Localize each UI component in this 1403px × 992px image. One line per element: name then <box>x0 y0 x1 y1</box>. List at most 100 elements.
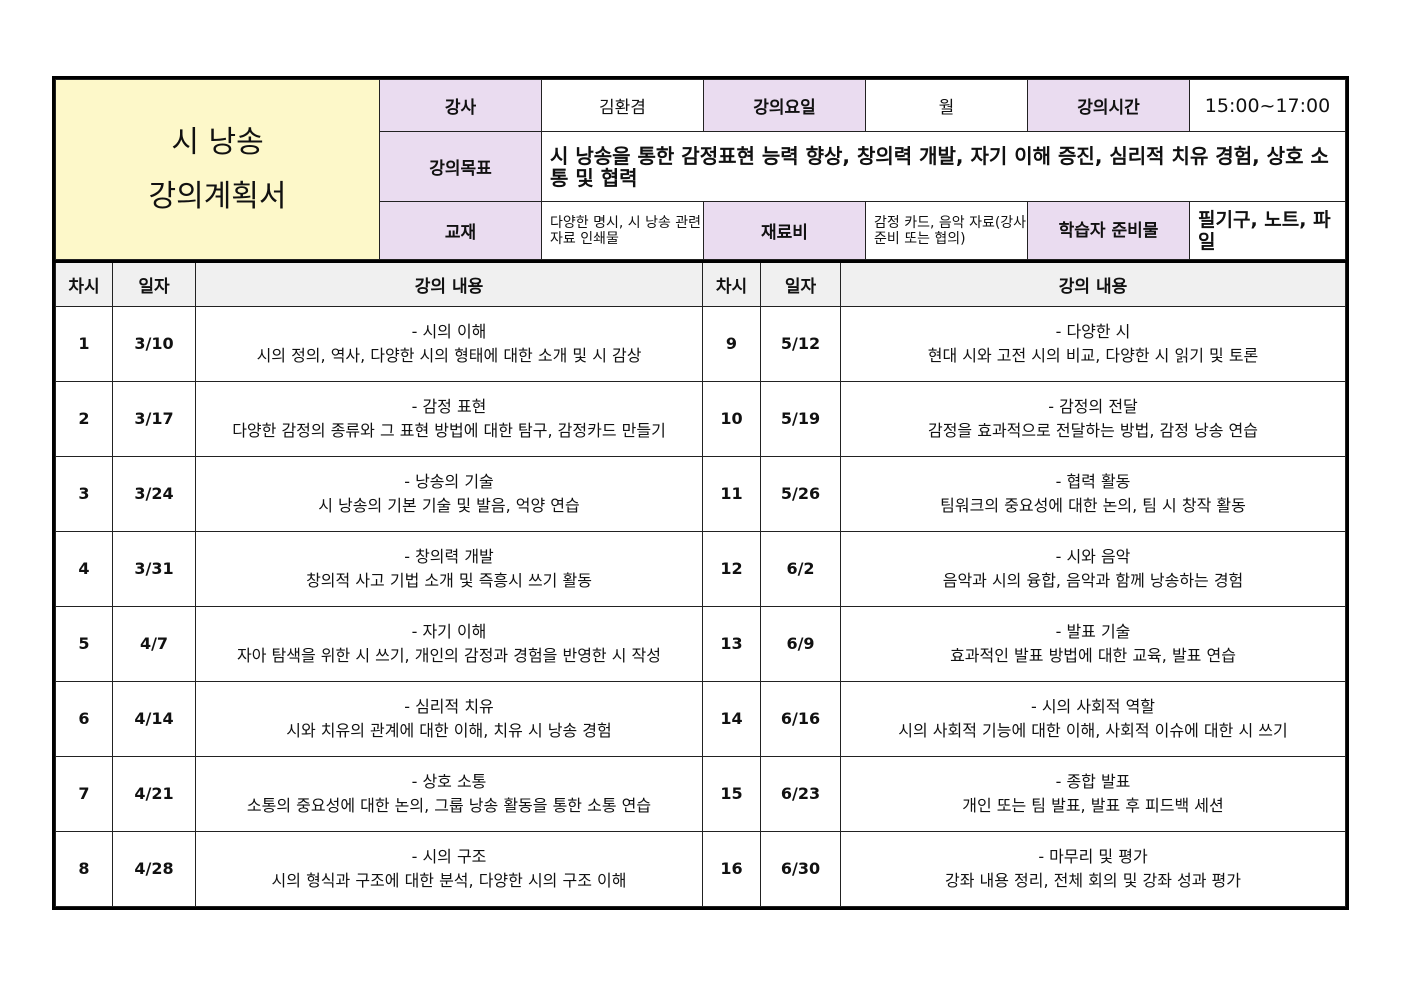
col-date: 일자 <box>112 261 196 307</box>
session-topic: - 낭송의 기술 <box>404 472 494 491</box>
session-date: 4/14 <box>112 681 196 757</box>
session-number: 16 <box>702 831 761 907</box>
session-number: 4 <box>55 531 113 607</box>
session-topic: - 시의 구조 <box>411 847 487 866</box>
session-date: 3/31 <box>112 531 196 607</box>
material-value: 감정 카드, 음악 자료(강사 준비 또는 협의) <box>865 201 1028 260</box>
table-row: 7 4/21- 상호 소통 소통의 중요성에 대한 논의, 그룹 낭송 활동을 통한… <box>55 756 1346 832</box>
table-row: 6 4/14- 심리적 치유 시와 치유의 관계에 대한 이해, 치유 시 낭송 경… <box>55 681 1346 757</box>
session-date: 3/10 <box>112 306 196 382</box>
time-label: 강의시간 <box>1027 79 1190 132</box>
session-date: 3/17 <box>112 381 196 457</box>
table-row: 2 3/17- 감정 표현 다양한 감정의 종류와 그 표현 방법에 대한 탐구, … <box>55 381 1346 457</box>
session-description: 소통의 중요성에 대한 논의, 그룹 낭송 활동을 통한 소통 연습 <box>246 796 652 815</box>
session-topic: - 감정의 전달 <box>1048 397 1138 416</box>
session-number: 6 <box>55 681 113 757</box>
col-session: 차시 <box>55 261 113 307</box>
session-topic: - 창의력 개발 <box>404 547 494 566</box>
session-description: 팀워크의 중요성에 대한 논의, 팀 시 창작 활동 <box>940 496 1246 515</box>
session-number: 13 <box>702 606 761 682</box>
session-date: 4/28 <box>112 831 196 907</box>
session-description: 시와 치유의 관계에 대한 이해, 치유 시 낭송 경험 <box>286 721 612 740</box>
table-row: 1 3/10- 시의 이해 시의 정의, 역사, 다양한 시의 형태에 대한 소개 … <box>55 306 1346 382</box>
table-row: 8 4/28- 시의 구조 시의 형식과 구조에 대한 분석, 다양한 시의 구조 … <box>55 831 1346 907</box>
info-table: 시 낭송 강의계획서 강사 김환겸 강의요일 월 강의시간 15:00~17:00… <box>55 79 1346 260</box>
session-description: 시의 사회적 기능에 대한 이해, 사회적 이슈에 대한 시 쓰기 <box>898 721 1288 740</box>
table-row: 5 4/7- 자기 이해 자아 탐색을 위한 시 쓰기, 개인의 감정과 경험을 반… <box>55 606 1346 682</box>
session-description: 다양한 감정의 종류와 그 표현 방법에 대한 탐구, 감정카드 만들기 <box>232 421 666 440</box>
session-topic: - 시의 이해 <box>411 322 487 341</box>
session-topic: - 감정 표현 <box>411 397 487 416</box>
session-topic: - 심리적 치유 <box>404 697 494 716</box>
session-number: 3 <box>55 456 113 532</box>
session-topic: - 상호 소통 <box>411 772 487 791</box>
session-number: 8 <box>55 831 113 907</box>
session-number: 7 <box>55 756 113 832</box>
session-content: - 낭송의 기술 시 낭송의 기본 기술 및 발음, 억양 연습 <box>195 456 703 532</box>
session-date: 4/21 <box>112 756 196 832</box>
session-date: 6/9 <box>760 606 841 682</box>
table-row: 4 3/31- 창의력 개발 창의적 사고 기법 소개 및 즉흥시 쓰기 활동 12 6… <box>55 531 1346 607</box>
session-number: 14 <box>702 681 761 757</box>
schedule-table: 차시 일자 강의 내용 차시 일자 강의 내용 1 3/10- 시의 이해 시의 정… <box>55 260 1346 907</box>
session-number: 5 <box>55 606 113 682</box>
session-description: 자아 탐색을 위한 시 쓰기, 개인의 감정과 경험을 반영한 시 작성 <box>237 646 661 665</box>
goal-value: 시 낭송을 통한 감정표현 능력 향상, 창의력 개발, 자기 이해 증진, 심… <box>541 131 1346 202</box>
session-description: 개인 또는 팀 발표, 발표 후 피드백 세션 <box>962 796 1224 815</box>
col-content: 강의 내용 <box>840 261 1346 307</box>
prep-value: 필기구, 노트, 파일 <box>1189 201 1346 260</box>
session-description: 창의적 사고 기법 소개 및 즉흥시 쓰기 활동 <box>306 571 592 590</box>
session-number: 11 <box>702 456 761 532</box>
session-topic: - 자기 이해 <box>411 622 487 641</box>
session-topic: - 다양한 시 <box>1055 322 1131 341</box>
session-topic: - 발표 기술 <box>1055 622 1131 641</box>
time-value: 15:00~17:00 <box>1189 79 1346 132</box>
session-number: 2 <box>55 381 113 457</box>
session-date: 5/26 <box>760 456 841 532</box>
day-label: 강의요일 <box>703 79 866 132</box>
session-topic: - 시의 사회적 역할 <box>1030 697 1156 716</box>
day-value: 월 <box>865 79 1028 132</box>
session-content: - 시와 음악 음악과 시의 융합, 음악과 함께 낭송하는 경험 <box>840 531 1346 607</box>
session-description: 감정을 효과적으로 전달하는 방법, 감정 낭송 연습 <box>927 421 1258 440</box>
instructor-label: 강사 <box>379 79 542 132</box>
session-number: 15 <box>702 756 761 832</box>
session-date: 6/30 <box>760 831 841 907</box>
session-number: 10 <box>702 381 761 457</box>
session-date: 6/2 <box>760 531 841 607</box>
col-date: 일자 <box>760 261 841 307</box>
table-row: 3 3/24- 낭송의 기술 시 낭송의 기본 기술 및 발음, 억양 연습 11 5/… <box>55 456 1346 532</box>
goal-label: 강의목표 <box>379 131 542 202</box>
session-description: 시의 정의, 역사, 다양한 시의 형태에 대한 소개 및 시 감상 <box>256 346 642 365</box>
session-number: 12 <box>702 531 761 607</box>
session-number: 9 <box>702 306 761 382</box>
session-date: 3/24 <box>112 456 196 532</box>
session-content: - 마무리 및 평가 강좌 내용 정리, 전체 회의 및 강좌 성과 평가 <box>840 831 1346 907</box>
session-topic: - 협력 활동 <box>1055 472 1131 491</box>
session-number: 1 <box>55 306 113 382</box>
session-topic: - 종합 발표 <box>1055 772 1131 791</box>
session-description: 효과적인 발표 방법에 대한 교육, 발표 연습 <box>950 646 1236 665</box>
col-content: 강의 내용 <box>195 261 703 307</box>
session-date: 5/12 <box>760 306 841 382</box>
session-topic: - 시와 음악 <box>1055 547 1131 566</box>
document-title: 시 낭송 강의계획서 <box>55 79 380 260</box>
session-description: 현대 시와 고전 시의 비교, 다양한 시 읽기 및 토론 <box>927 346 1259 365</box>
session-date: 5/19 <box>760 381 841 457</box>
session-description: 시의 형식과 구조에 대한 분석, 다양한 시의 구조 이해 <box>271 871 627 890</box>
col-session: 차시 <box>702 261 761 307</box>
textbook-value: 다양한 명시, 시 낭송 관련 자료 인쇄물 <box>541 201 704 260</box>
textbook-label: 교재 <box>379 201 542 260</box>
